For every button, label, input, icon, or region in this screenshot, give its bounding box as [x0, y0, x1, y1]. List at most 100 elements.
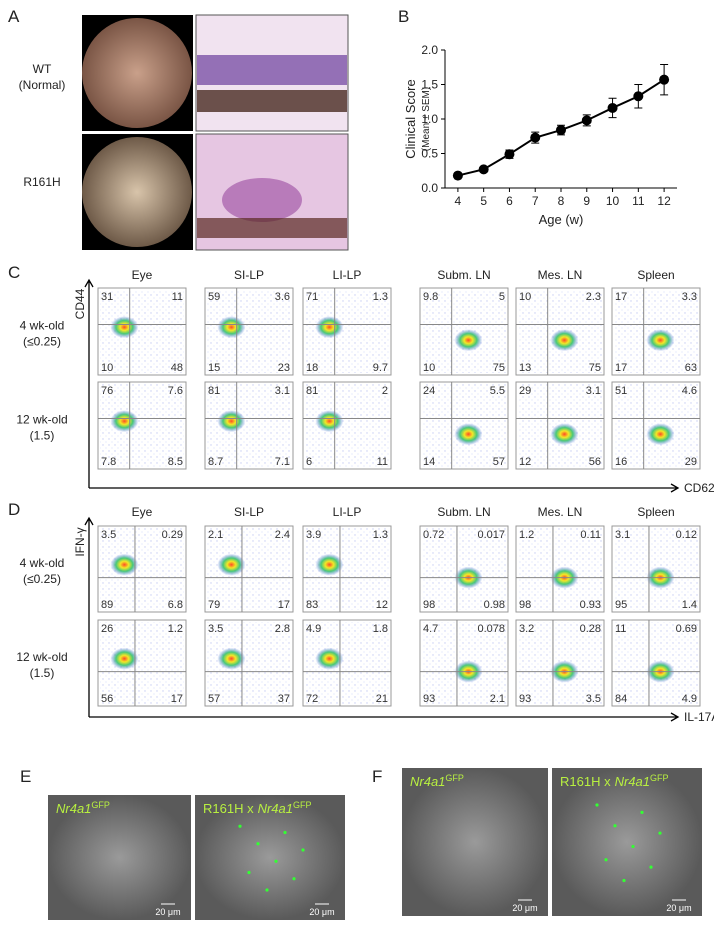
histology-layer: [197, 218, 347, 238]
fundus: [82, 137, 192, 247]
image-label: Nr4a1GFP: [56, 800, 110, 816]
data-point: [607, 102, 618, 113]
gene-name: Nr4a1: [615, 774, 650, 789]
quadrant-value: 15: [208, 362, 220, 374]
quadrant-value: 2.4: [275, 529, 290, 541]
row-sublabel: (1.5): [30, 666, 55, 680]
x-tick-label: 10: [606, 194, 620, 208]
row-sublabel: (≤0.25): [23, 572, 61, 586]
image-label: R161H x Nr4a1GFP: [203, 800, 312, 816]
row-label: 12 wk-old: [16, 413, 67, 427]
event-density: [646, 423, 675, 446]
quadrant-value: 7.1: [275, 456, 290, 468]
quadrant-value: 51: [615, 385, 627, 397]
quadrant-value: 0.11: [580, 529, 601, 541]
quadrant-value: 3.6: [275, 291, 290, 303]
quadrant-value: 1.2: [519, 529, 534, 541]
event-density: [315, 647, 344, 670]
panel-letter: E: [20, 767, 31, 786]
y-axis-label: IFN-γ: [73, 527, 87, 556]
event-density: [217, 316, 246, 339]
quadrant-value: 17: [171, 693, 183, 705]
line-chart: 0.0 0.5 1.0 1.5 2.0 4 5 6 7 8 9 10 11 12 Age (w) Clinic…: [403, 43, 677, 227]
x-axis-label: CD62L: [684, 481, 714, 495]
data-point: [452, 170, 463, 181]
x-tick-label: 12: [657, 194, 671, 208]
row-label: 4 wk-old: [20, 319, 65, 333]
quadrant-value: 4.7: [423, 623, 438, 635]
data-point: [556, 125, 566, 136]
gfp-cell: [631, 844, 635, 849]
quadrant-value: 3.1: [275, 385, 290, 397]
quadrant-value: 29: [685, 456, 697, 468]
column-title: LI-LP: [333, 268, 362, 282]
histology-layer: [197, 90, 347, 112]
gene-superscript: GFP: [650, 773, 669, 783]
quadrant-value: 11: [172, 291, 183, 303]
gfp-cell: [265, 888, 269, 892]
row-sublabel: (1.5): [30, 429, 55, 443]
quadrant-value: 2.1: [490, 693, 505, 705]
quadrant-value: 31: [101, 291, 113, 303]
quadrant-value: 23: [278, 362, 290, 374]
quadrant-value: 56: [589, 456, 601, 468]
quadrant-value: 4.9: [682, 693, 697, 705]
quadrant-value: 83: [306, 599, 318, 611]
quadrant-value: 89: [101, 599, 113, 611]
column-title: Spleen: [637, 268, 674, 282]
data-point: [659, 74, 670, 85]
panel-letter: A: [8, 7, 20, 26]
quadrant-value: 72: [306, 693, 318, 705]
quadrant-value: 8.7: [208, 456, 223, 468]
x-tick-label: 7: [532, 194, 539, 208]
event-density: [646, 329, 675, 352]
quadrant-value: 8.5: [168, 456, 183, 468]
gfp-cell: [640, 810, 644, 815]
quadrant-value: 5: [499, 291, 505, 303]
gfp-cell: [283, 830, 287, 835]
quadrant-value: 2.1: [208, 529, 223, 541]
quadrant-value: 0.078: [477, 623, 505, 635]
fundus: [82, 18, 192, 128]
column-title: LI-LP: [333, 505, 362, 519]
quadrant-value: 95: [615, 599, 627, 611]
column-title: Mes. LN: [538, 268, 583, 282]
column-title: Spleen: [637, 505, 674, 519]
event-density: [110, 316, 139, 339]
event-density: [315, 410, 344, 433]
data-point: [478, 164, 489, 175]
gfp-cell: [301, 848, 305, 852]
gfp-cell: [622, 878, 626, 883]
y-tick-label: 2.0: [421, 43, 438, 57]
gene-superscript: GFP: [91, 800, 110, 810]
quadrant-value: 10: [423, 362, 435, 374]
quadrant-value: 57: [493, 456, 505, 468]
micrograph: [402, 768, 548, 916]
panel-letter: F: [372, 767, 382, 786]
quadrant-value: 98: [423, 599, 435, 611]
quadrant-value: 76: [101, 385, 113, 397]
gfp-cell: [604, 858, 608, 862]
quadrant-value: 12: [376, 599, 388, 611]
event-density: [217, 647, 246, 670]
quadrant-value: 56: [101, 693, 113, 705]
gene-name: Nr4a1: [56, 801, 91, 816]
gene-name: Nr4a1: [258, 801, 293, 816]
x-tick-label: 4: [455, 194, 462, 208]
quadrant-value: 0.72: [423, 529, 444, 541]
quadrant-value: 63: [685, 362, 697, 374]
quadrant-value: 3.5: [101, 529, 116, 541]
data-point: [633, 91, 644, 102]
y-axis-sublabel: (Mean ± SEM): [421, 87, 432, 151]
quadrant-value: 84: [615, 693, 627, 705]
quadrant-value: 59: [208, 291, 220, 303]
quadrant-value: 9.7: [373, 362, 388, 374]
x-tick-label: 6: [506, 194, 513, 208]
quadrant-value: 4.9: [306, 623, 321, 635]
quadrant-value: 93: [423, 693, 435, 705]
quadrant-value: 1.2: [168, 623, 183, 635]
quadrant-value: 9.8: [423, 291, 438, 303]
quadrant-value: 11: [377, 456, 388, 468]
